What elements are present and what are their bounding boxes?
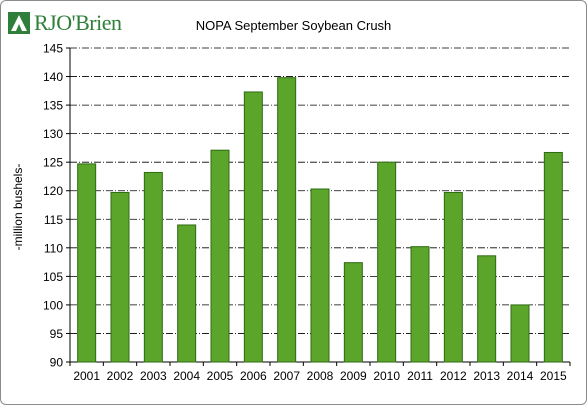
x-tick-label: 2014: [507, 369, 534, 383]
bar: [477, 255, 497, 363]
bar: [343, 262, 363, 363]
x-tick-label: 2011: [407, 369, 433, 383]
y-tick-label: 115: [44, 213, 63, 227]
y-tick-label: 100: [43, 298, 63, 312]
x-tick-label: 2007: [273, 369, 300, 383]
x-tick-label: 2012: [440, 369, 467, 383]
bar: [510, 304, 530, 363]
x-tick-label: 2004: [173, 369, 200, 383]
rjobrien-logo: RJO'Brien: [8, 10, 122, 36]
x-tick-label: 2009: [340, 369, 367, 383]
x-tick-label: 2013: [473, 369, 500, 383]
y-tick-label: 90: [50, 356, 64, 370]
logo-text: RJO'Brien: [34, 10, 122, 35]
y-tick-label: 130: [43, 127, 63, 141]
x-tick-label: 2002: [107, 369, 134, 383]
y-tick-label: 110: [44, 241, 63, 255]
y-tick-label: 140: [43, 70, 63, 84]
x-tick-label: 2001: [73, 369, 100, 383]
chart-title: NOPA September Soybean Crush: [195, 18, 392, 33]
x-tick-label: 2005: [207, 369, 234, 383]
x-tick-label: 2015: [540, 369, 567, 383]
bar: [210, 149, 230, 363]
x-tick-label: 2003: [140, 369, 167, 383]
y-tick-label: 105: [43, 270, 63, 284]
y-tick-label: 95: [50, 327, 64, 341]
x-tick-label: 2010: [373, 369, 400, 383]
bar: [143, 171, 163, 363]
y-tick-label: 120: [43, 184, 63, 198]
bar: [310, 188, 330, 363]
x-tick-label: 2008: [307, 369, 334, 383]
bar: [443, 191, 463, 363]
bar: [410, 246, 430, 363]
bar: [243, 91, 263, 363]
bar: [543, 151, 563, 363]
y-tick-label: 125: [43, 156, 63, 170]
y-tick-label: 145: [43, 42, 63, 56]
bar: [77, 163, 97, 363]
logo-mark-icon: [8, 12, 30, 34]
x-tick-label: 2006: [240, 369, 267, 383]
bar: [377, 161, 397, 363]
bar: [110, 191, 130, 363]
bar: [277, 77, 297, 363]
y-tick-label: 135: [43, 99, 63, 113]
bar: [177, 224, 197, 363]
